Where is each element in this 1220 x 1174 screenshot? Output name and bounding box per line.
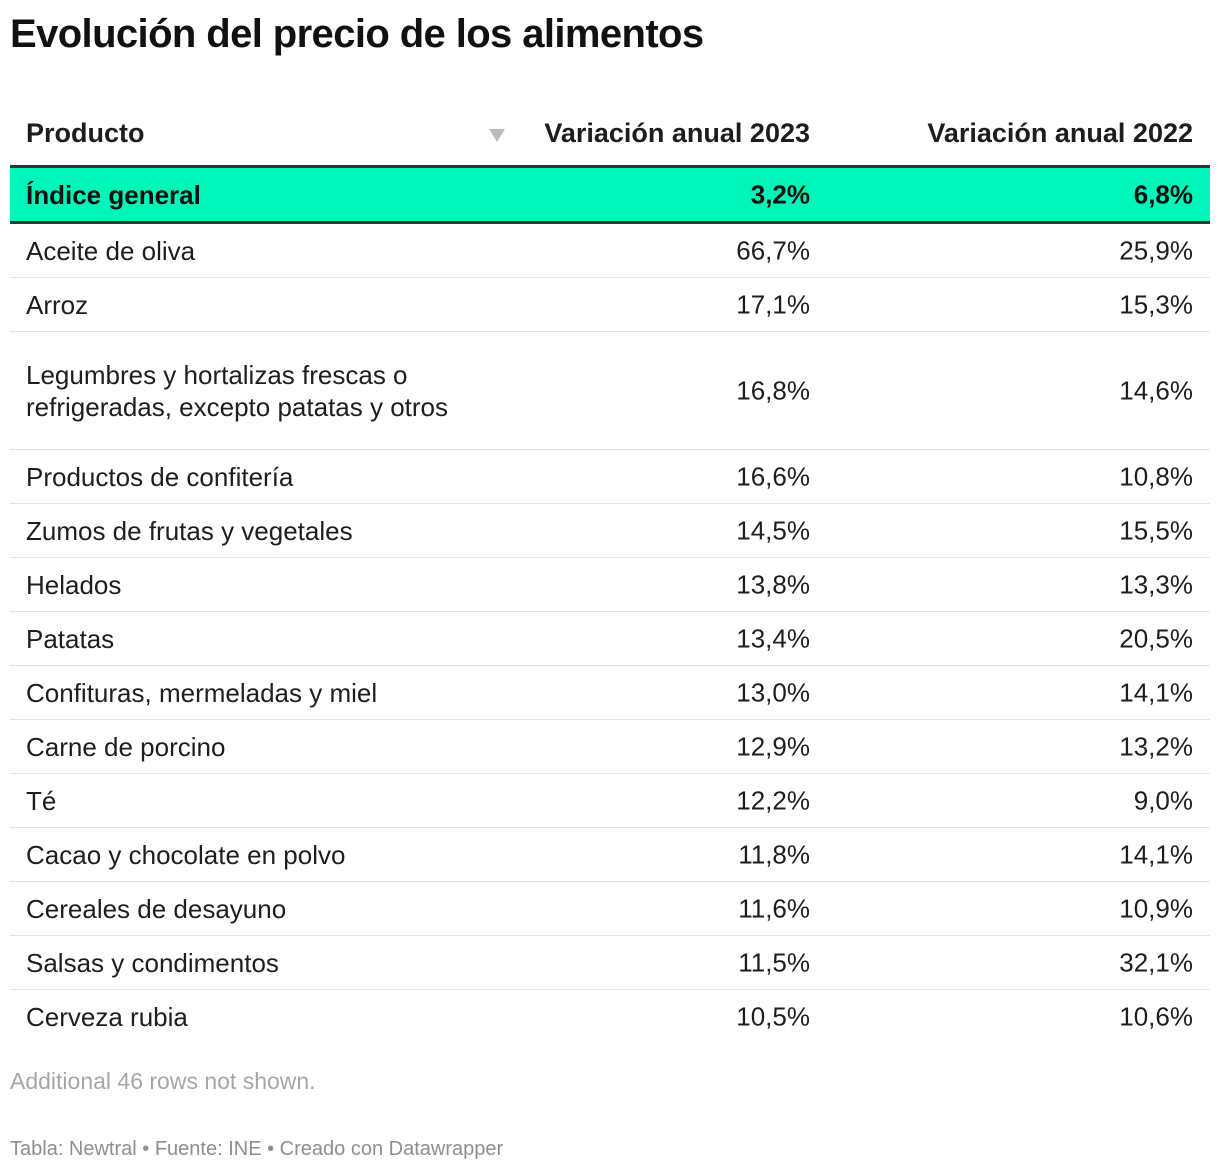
- cell-variacion-2022: 14,6%: [1119, 375, 1193, 405]
- cell-variacion-2022: 14,1%: [1119, 677, 1193, 707]
- cell-variacion-2023: 13,8%: [736, 569, 810, 599]
- cell-variacion-2022: 25,9%: [1119, 235, 1193, 265]
- cell-variacion-2022: 9,0%: [1133, 785, 1193, 815]
- table-header: Producto Variación anual 2023 Variación …: [10, 100, 1210, 168]
- column-header-variacion-2022[interactable]: Variación anual 2022: [927, 118, 1193, 148]
- rows-not-shown-note: Additional 46 rows not shown.: [10, 1068, 316, 1094]
- cell-variacion-2023: 11,6%: [738, 893, 810, 923]
- source-footer: Tabla: Newtral • Fuente: INE • Creado co…: [10, 1138, 504, 1160]
- cell-variacion-2023: 17,1%: [736, 289, 810, 319]
- cell-variacion-2022: 10,9%: [1119, 893, 1193, 923]
- cell-variacion-2022: 15,5%: [1119, 515, 1193, 545]
- cell-variacion-2023: 13,0%: [736, 677, 810, 707]
- data-table: Producto Variación anual 2023 Variación …: [10, 100, 1210, 1044]
- cell-producto: Productos de confitería: [26, 461, 294, 492]
- cell-producto: Zumos de frutas y vegetales: [26, 515, 353, 546]
- cell-producto: Aceite de oliva: [26, 235, 196, 266]
- cell-producto: Confituras, mermeladas y miel: [26, 677, 378, 708]
- table-row: Cereales de desayuno 11,6% 10,9%: [10, 882, 1210, 936]
- cell-variacion-2023: 12,2%: [736, 785, 810, 815]
- cell-producto: Helados: [26, 569, 122, 600]
- cell-variacion-2023: 66,7%: [736, 235, 810, 265]
- table-row: Arroz 17,1% 15,3%: [10, 278, 1210, 332]
- table-row: Patatas 13,4% 20,5%: [10, 612, 1210, 666]
- cell-variacion-2023: 16,8%: [736, 375, 810, 405]
- cell-variacion-2022: 6,8%: [1133, 179, 1193, 209]
- cell-producto: Arroz: [26, 289, 89, 320]
- cell-producto: Patatas: [26, 623, 115, 654]
- table-row: Cacao y chocolate en polvo 11,8% 14,1%: [10, 828, 1210, 882]
- chart-title: Evolución del precio de los alimentos: [10, 12, 704, 56]
- table-row: Cerveza rubia 10,5% 10,6%: [10, 990, 1210, 1044]
- cell-producto: Salsas y condimentos: [26, 947, 279, 978]
- table-row: Carne de porcino 12,9% 13,2%: [10, 720, 1210, 774]
- cell-producto: Té: [26, 785, 57, 816]
- table-row-highlight: Índice general 3,2% 6,8%: [10, 168, 1210, 224]
- table-row: Helados 13,8% 13,3%: [10, 558, 1210, 612]
- cell-variacion-2022: 14,1%: [1119, 839, 1193, 869]
- cell-variacion-2023: 11,8%: [738, 839, 810, 869]
- sort-descending-icon[interactable]: [489, 129, 505, 142]
- cell-variacion-2023: 3,2%: [750, 179, 810, 209]
- table-row: Zumos de frutas y vegetales 14,5% 15,5%: [10, 504, 1210, 558]
- cell-variacion-2023: 11,5%: [738, 947, 810, 977]
- table-row: Productos de confitería 16,6% 10,8%: [10, 450, 1210, 504]
- table-body: Índice general 3,2% 6,8% Aceite de oliva 66,…: [10, 168, 1210, 1044]
- cell-producto: Legumbres y hortalizas frescas o refrige…: [26, 359, 449, 422]
- table-row: Aceite de oliva 66,7% 25,9%: [10, 224, 1210, 278]
- table-row: Salsas y condimentos 11,5% 32,1%: [10, 936, 1210, 990]
- cell-producto: Índice general: [26, 179, 201, 210]
- cell-variacion-2022: 13,2%: [1119, 731, 1193, 761]
- cell-producto: Cereales de desayuno: [26, 893, 287, 924]
- cell-variacion-2022: 32,1%: [1119, 947, 1193, 977]
- cell-variacion-2022: 13,3%: [1119, 569, 1193, 599]
- column-header-producto[interactable]: Producto: [26, 118, 145, 148]
- table-row: Legumbres y hortalizas frescas o refrige…: [10, 332, 1210, 450]
- cell-producto: Cacao y chocolate en polvo: [26, 839, 346, 870]
- cell-producto: Cerveza rubia: [26, 1002, 188, 1032]
- cell-variacion-2023: 16,6%: [736, 461, 810, 491]
- cell-variacion-2023: 12,9%: [736, 731, 810, 761]
- cell-variacion-2022: 20,5%: [1119, 623, 1193, 653]
- cell-variacion-2023: 13,4%: [736, 623, 810, 653]
- table-row: Té 12,2% 9,0%: [10, 774, 1210, 828]
- cell-producto: Carne de porcino: [26, 731, 226, 762]
- cell-variacion-2023: 10,5%: [736, 1001, 810, 1032]
- cell-variacion-2022: 15,3%: [1119, 289, 1193, 319]
- table-row: Confituras, mermeladas y miel 13,0% 14,1%: [10, 666, 1210, 720]
- cell-variacion-2022: 10,6%: [1119, 1001, 1193, 1032]
- column-header-variacion-2023[interactable]: Variación anual 2023: [544, 118, 810, 148]
- cell-variacion-2023: 14,5%: [736, 515, 810, 545]
- cell-variacion-2022: 10,8%: [1119, 461, 1193, 491]
